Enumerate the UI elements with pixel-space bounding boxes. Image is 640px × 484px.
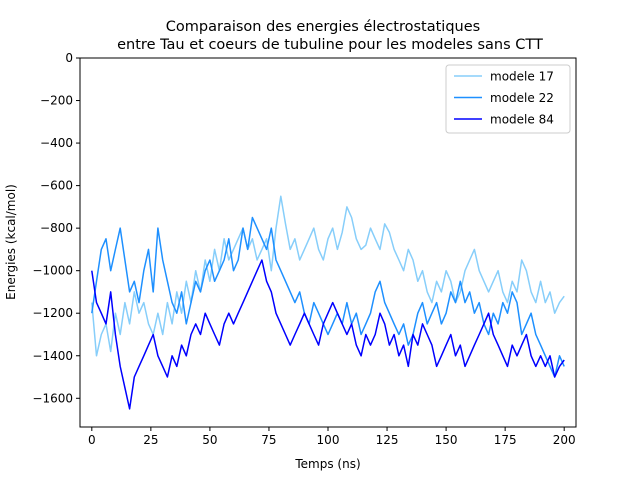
x-tick-label: 100 [317,433,340,447]
x-tick-label: 25 [143,433,158,447]
y-tick-label: −200 [40,94,73,108]
series-line-3 [91,259,565,410]
y-tick-label: −1400 [32,349,73,363]
x-axis-ticks: 0 25 50 75 100 125 150 175 200 [88,427,576,447]
x-tick-label: 0 [88,433,96,447]
x-tick-label: 200 [553,433,576,447]
y-axis-ticks: 0 −200 −400 −600 −800 −1000 −1200 −1400 −1600 [32,51,80,405]
x-tick-label: 125 [376,433,399,447]
chart-title-line1: Comparaison des energies électrostatique… [166,19,480,35]
legend-label-3: modele 84 [490,113,554,127]
y-tick-label: −400 [40,136,73,150]
legend-box [445,64,571,134]
x-axis-label: Temps (ns) [294,457,360,471]
y-tick-label: −600 [40,179,73,193]
y-tick-label: −1600 [32,391,73,405]
y-axis-label: Energies (kcal/mol) [4,184,18,300]
y-tick-label: −1000 [32,264,73,278]
x-tick-label: 75 [261,433,276,447]
series-line-1 [91,195,565,357]
y-tick-label: −1200 [32,306,73,320]
y-tick-label: −800 [40,221,73,235]
x-tick-label: 150 [435,433,458,447]
plot-lines [91,195,565,410]
legend: modele 17 modele 22 modele 84 [445,64,571,134]
y-tick-label: 0 [65,51,73,65]
chart-title-line2: entre Tau et coeurs de tubuline pour les… [117,37,543,53]
legend-label-1: modele 17 [490,70,554,84]
x-tick-label: 50 [202,433,217,447]
series-line-2 [91,216,565,378]
x-tick-label: 175 [494,433,517,447]
legend-label-2: modele 22 [490,91,554,105]
